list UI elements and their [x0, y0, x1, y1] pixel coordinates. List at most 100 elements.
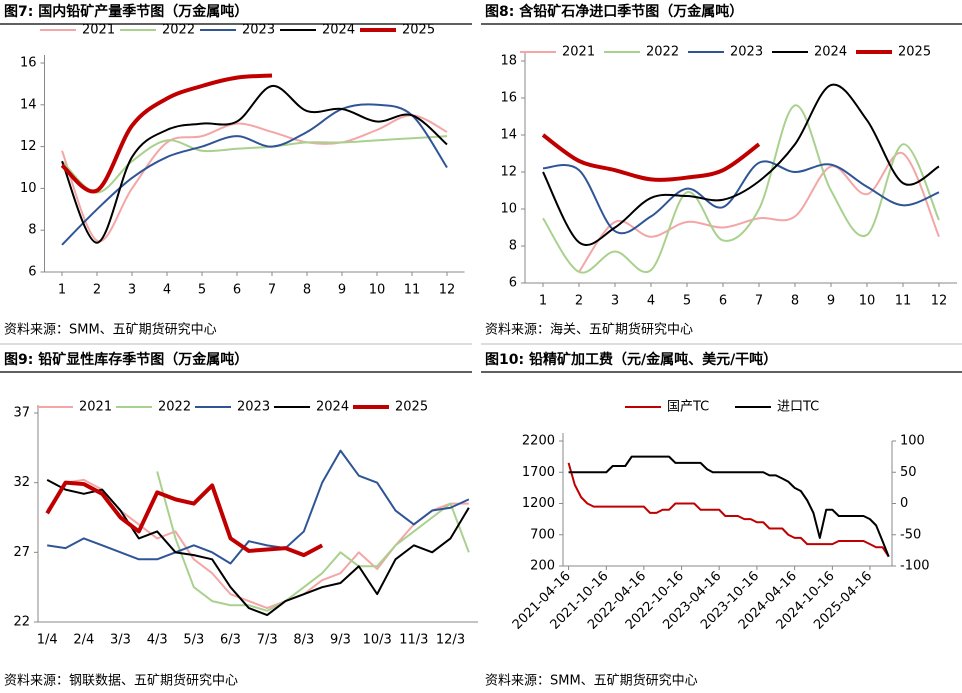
legend-label: 2025 — [898, 45, 931, 60]
y-tick-label: 32 — [13, 475, 30, 490]
x-tick-label: 7/3 — [257, 633, 278, 648]
y-tick-label: 700 — [530, 527, 555, 542]
y2-tick-label: 100 — [900, 434, 925, 449]
x-tick-label: 12 — [439, 283, 456, 298]
frames — [0, 23, 962, 373]
y-tick-label: 8 — [28, 223, 36, 238]
y-tick-label: 6 — [28, 265, 36, 280]
x-tick-label: 1/4 — [37, 633, 58, 648]
series-line — [46, 478, 470, 617]
y-tick-label: 12 — [20, 139, 37, 154]
x-tick-label: 5 — [683, 294, 691, 309]
legend-label: 国产TC — [667, 400, 709, 415]
x-tick-label: 1 — [58, 283, 66, 298]
x-tick-label: 6 — [233, 283, 241, 298]
legend-label: 2024 — [316, 400, 349, 415]
legend-label: 2025 — [395, 400, 428, 415]
legend-label: 2022 — [158, 400, 191, 415]
y-tick-label: 10 — [500, 202, 517, 217]
x-tick-label: 3 — [611, 294, 619, 309]
series-line — [541, 133, 761, 182]
chart-title: 图10: 铅精矿加工费（元/金属吨、美元/干吨） — [485, 351, 777, 368]
y-tick-label: 6 — [509, 276, 517, 291]
y-tick-label: 18 — [500, 54, 517, 69]
x-tick-label: 2/4 — [73, 633, 94, 648]
series-line — [61, 103, 448, 246]
x-tick-label: 5/3 — [183, 633, 204, 648]
y-tick-label: 27 — [13, 545, 30, 560]
x-tick-label: 10 — [369, 283, 386, 298]
x-tick-label: 7 — [755, 294, 763, 309]
series-line — [568, 455, 890, 557]
legend-label: 2025 — [402, 23, 435, 38]
legend-label: 进口TC — [777, 400, 819, 415]
x-tick-label: 9 — [827, 294, 835, 309]
x-tick-label: 2 — [93, 283, 101, 298]
source-note: 资料来源：钢联数据、五矿期货研究中心 — [4, 673, 238, 689]
x-tick-label: 3 — [128, 283, 136, 298]
series-line — [567, 462, 890, 558]
series-line — [61, 84, 448, 244]
source-note: 资料来源：SMM、五矿期货研究中心 — [4, 322, 217, 338]
chart-title: 图7: 国内铅矿产量季节图（万金属吨） — [4, 3, 248, 20]
x-tick-label: 6/3 — [220, 633, 241, 648]
x-tick-label: 12 — [931, 294, 948, 309]
x-tick-label: 6 — [719, 294, 727, 309]
x-tick-label: 10/3 — [363, 633, 392, 648]
x-tick-label: 2 — [575, 294, 583, 309]
legend-label: 2022 — [646, 45, 679, 60]
y-tick-label: 14 — [20, 97, 37, 112]
x-tick-label: 4 — [163, 283, 171, 298]
y2-tick-label: 50 — [900, 465, 917, 480]
series-line — [542, 160, 940, 235]
legend-label: 2023 — [730, 45, 763, 60]
x-tick-label: 8 — [303, 283, 311, 298]
y-tick-label: 200 — [530, 559, 555, 574]
legend-label: 2021 — [562, 45, 595, 60]
x-tick-label: 11/3 — [399, 633, 428, 648]
series-line — [542, 104, 940, 274]
legend-label: 2023 — [242, 23, 275, 38]
source-note: 资料来源：海关、五矿期货研究中心 — [485, 322, 693, 338]
x-tick-label: 4 — [647, 294, 655, 309]
series-line — [578, 151, 940, 273]
chart-title: 图8: 含铅矿石净进口季节图（万金属吨） — [485, 3, 743, 20]
y-tick-label: 2200 — [522, 434, 555, 449]
x-tick-label: 9 — [338, 283, 346, 298]
x-tick-label: 7 — [268, 283, 276, 298]
legend-label: 2023 — [237, 400, 270, 415]
legend-label: 2024 — [322, 23, 355, 38]
x-tick-label: 10 — [859, 294, 876, 309]
x-tick-label: 11 — [404, 283, 421, 298]
legend-label: 2021 — [79, 400, 112, 415]
y-tick-label: 37 — [13, 406, 30, 421]
x-tick-label: 12/3 — [436, 633, 465, 648]
series-line — [60, 73, 273, 194]
x-tick-label: 4/3 — [147, 633, 168, 648]
y-tick-label: 14 — [500, 128, 517, 143]
y2-tick-label: 0 — [900, 496, 908, 511]
y-tick-label: 16 — [20, 56, 37, 71]
series-line — [47, 449, 470, 565]
y-tick-label: 10 — [20, 181, 37, 196]
x-tick-label: 1 — [539, 294, 547, 309]
y-tick-label: 1700 — [522, 465, 555, 480]
y2-tick-label: -50 — [900, 527, 921, 542]
y-tick-label: 1200 — [522, 496, 555, 511]
x-tick-label: 9/3 — [330, 633, 351, 648]
series-line — [45, 480, 324, 558]
x-tick-label: 5 — [198, 283, 206, 298]
legend-label: 2022 — [162, 23, 195, 38]
x-tick-label: 8 — [791, 294, 799, 309]
source-note: 资料来源：SMM、五矿期货研究中心 — [485, 673, 698, 689]
y-tick-label: 8 — [509, 239, 517, 254]
series-line — [542, 83, 940, 246]
series-line — [61, 114, 448, 243]
series-line — [156, 471, 470, 612]
y-tick-label: 16 — [500, 91, 517, 106]
legend-label: 2024 — [814, 45, 847, 60]
y2-tick-label: -100 — [900, 559, 930, 574]
x-tick-label: 8/3 — [293, 633, 314, 648]
y-tick-label: 12 — [500, 165, 517, 180]
